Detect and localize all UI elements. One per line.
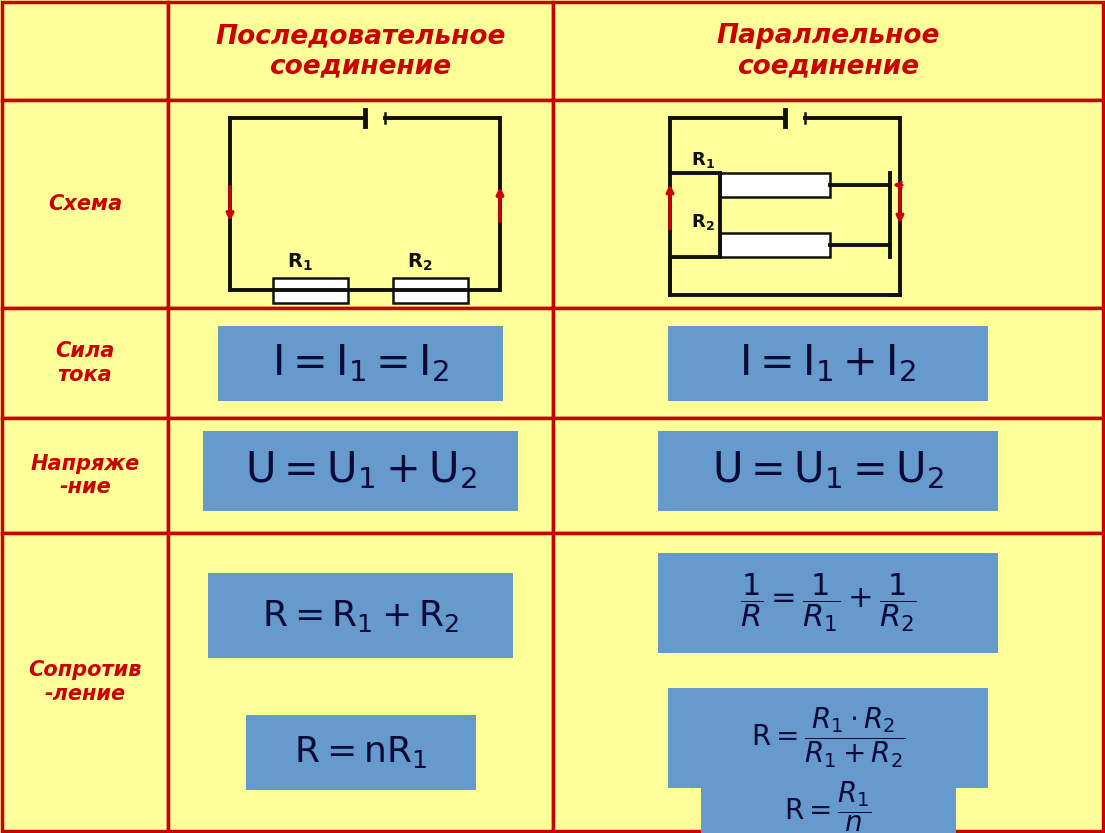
Text: $\mathrm{U = U_1 + U_2}$: $\mathrm{U = U_1 + U_2}$ <box>244 450 476 491</box>
Bar <box>168 100 552 308</box>
Bar <box>2 418 168 533</box>
Bar <box>168 2 552 100</box>
Text: $\bf{R_1}$: $\bf{R_1}$ <box>691 150 715 170</box>
Bar <box>218 326 503 401</box>
Text: Параллельное
соединение: Параллельное соединение <box>716 23 939 79</box>
Text: $\mathrm{I = I_1 + I_2}$: $\mathrm{I = I_1 + I_2}$ <box>739 342 916 384</box>
Bar <box>552 100 1103 308</box>
Text: Сопротив
-ление: Сопротив -ление <box>29 661 141 704</box>
Text: Схема: Схема <box>48 194 123 214</box>
Bar <box>2 533 168 831</box>
Text: Сила
тока: Сила тока <box>55 342 115 385</box>
Bar <box>392 277 467 302</box>
Text: $\bf{R_2}$: $\bf{R_2}$ <box>692 212 715 232</box>
Text: Напряже
-ние: Напряже -ние <box>30 454 139 497</box>
Bar <box>720 173 830 197</box>
Bar <box>208 573 513 658</box>
Bar <box>657 431 998 511</box>
Bar <box>552 418 1103 533</box>
Bar <box>273 277 347 302</box>
Bar <box>203 431 518 511</box>
Text: $\mathrm{R} = \dfrac{R_1 \cdot R_2}{R_1 + R_2}$: $\mathrm{R} = \dfrac{R_1 \cdot R_2}{R_1 … <box>751 706 905 771</box>
Text: Последовательное
соединение: Последовательное соединение <box>215 23 506 79</box>
Bar <box>657 553 998 653</box>
Bar <box>168 418 552 533</box>
Bar <box>552 533 1103 831</box>
Text: $\dfrac{1}{R} = \dfrac{1}{R_1} + \dfrac{1}{R_2}$: $\dfrac{1}{R} = \dfrac{1}{R_1} + \dfrac{… <box>739 571 916 634</box>
Bar <box>2 308 168 418</box>
Bar <box>2 100 168 308</box>
Text: $\mathrm{U = U_1 = U_2}$: $\mathrm{U = U_1 = U_2}$ <box>712 450 944 491</box>
Bar <box>669 688 988 788</box>
Bar <box>2 2 168 100</box>
Bar <box>245 715 475 790</box>
Text: $\mathrm{R} = \dfrac{R_1}{n}$: $\mathrm{R} = \dfrac{R_1}{n}$ <box>785 780 872 833</box>
Text: $\mathrm{I = I_1 = I_2}$: $\mathrm{I = I_1 = I_2}$ <box>272 342 449 384</box>
Bar <box>669 326 988 401</box>
Bar <box>720 233 830 257</box>
Bar <box>701 757 956 833</box>
Bar <box>168 533 552 831</box>
Text: $\bf{R_1}$: $\bf{R_1}$ <box>287 252 313 272</box>
Bar <box>552 308 1103 418</box>
Text: $\mathrm{R = R_1 + R_2}$: $\mathrm{R = R_1 + R_2}$ <box>262 597 460 634</box>
Bar <box>552 2 1103 100</box>
Text: $\bf{R_2}$: $\bf{R_2}$ <box>408 252 433 272</box>
Bar <box>168 308 552 418</box>
Text: $\mathrm{R = nR_1}$: $\mathrm{R = nR_1}$ <box>294 734 428 770</box>
